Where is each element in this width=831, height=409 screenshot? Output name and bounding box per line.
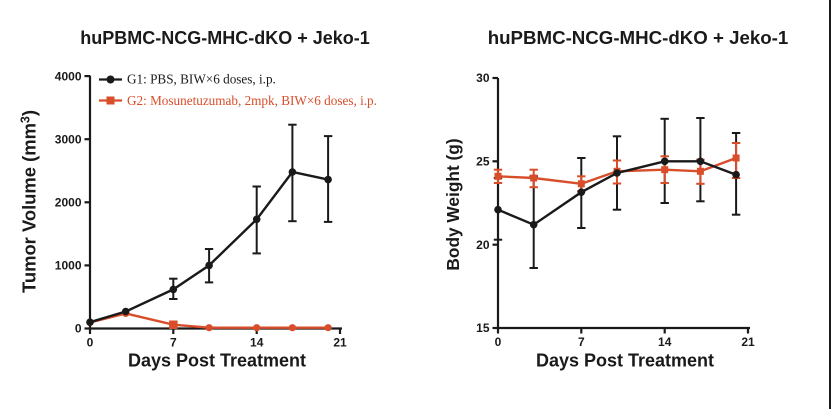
svg-text:30: 30	[476, 71, 490, 85]
svg-text:4000: 4000	[55, 69, 82, 83]
svg-text:3000: 3000	[55, 132, 82, 146]
svg-text:2000: 2000	[55, 196, 82, 210]
svg-text:Body Weight (g): Body Weight (g)	[443, 138, 463, 270]
svg-text:1000: 1000	[55, 259, 82, 273]
svg-text:25: 25	[476, 155, 490, 169]
svg-text:Days Post Treatment: Days Post Treatment	[536, 351, 714, 371]
svg-text:G2: Mosunetuzumab, 2mpk, BIW×6: G2: Mosunetuzumab, 2mpk, BIW×6 doses, i.…	[127, 93, 377, 108]
svg-text:Tumor Volume (mm3): Tumor Volume (mm3)	[19, 110, 40, 293]
svg-text:0: 0	[87, 336, 94, 350]
svg-text:21: 21	[741, 335, 755, 349]
svg-text:G1: PBS, BIW×6 doses, i.p.: G1: PBS, BIW×6 doses, i.p.	[127, 72, 276, 87]
svg-text:0: 0	[495, 335, 502, 349]
svg-text:14: 14	[658, 335, 672, 349]
svg-text:15: 15	[476, 321, 490, 335]
svg-text:7: 7	[170, 336, 177, 350]
svg-text:huPBMC-NCG-MHC-dKO + Jeko-1: huPBMC-NCG-MHC-dKO + Jeko-1	[80, 28, 370, 48]
svg-text:14: 14	[250, 336, 264, 350]
svg-text:20: 20	[476, 238, 490, 252]
svg-text:Days Post Treatment: Days Post Treatment	[128, 351, 306, 371]
svg-text:0: 0	[75, 322, 82, 336]
svg-text:7: 7	[578, 335, 585, 349]
svg-text:21: 21	[333, 336, 347, 350]
svg-text:huPBMC-NCG-MHC-dKO + Jeko-1: huPBMC-NCG-MHC-dKO + Jeko-1	[488, 27, 789, 48]
